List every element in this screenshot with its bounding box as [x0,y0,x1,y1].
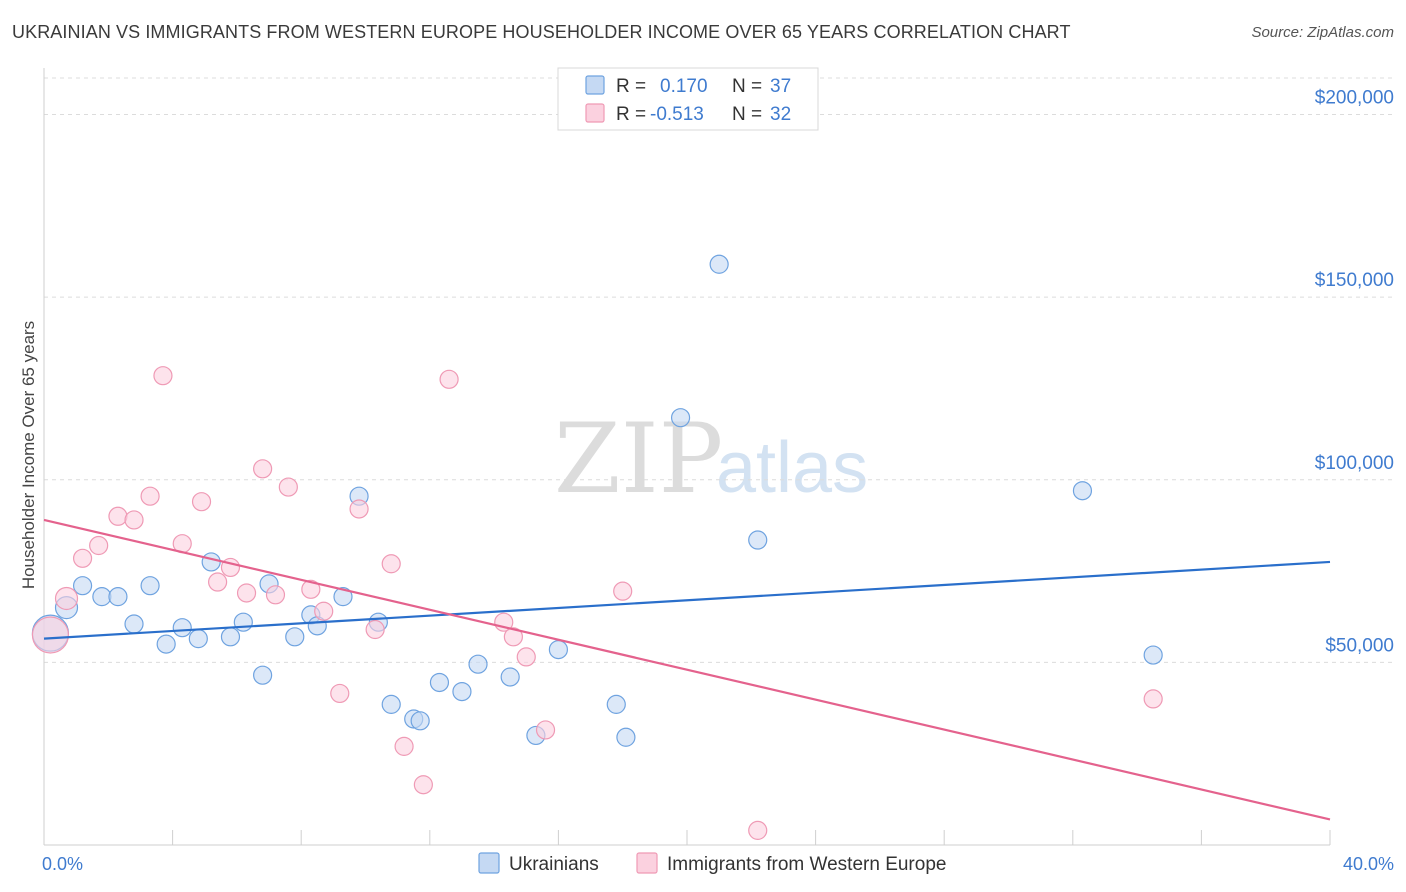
series-legend-swatch-western-europe [636,852,658,874]
point-ukrainians [233,612,253,632]
point-western-europe [413,775,433,795]
point-western-europe [278,477,298,497]
legend-r-label: R = [616,76,646,97]
data-points [31,254,1163,840]
point-western-europe [153,366,173,386]
point-western-europe [394,736,414,756]
point-western-europe [516,647,536,667]
point-western-europe [381,554,401,574]
x-axis-ticks [43,830,1331,845]
point-ukrainians [285,627,305,647]
point-ukrainians [140,576,160,596]
point-ukrainians [124,614,144,634]
point-western-europe [236,583,257,603]
point-western-europe [349,499,369,519]
point-ukrainians [381,694,401,714]
point-western-europe [365,619,385,640]
point-ukrainians [333,587,353,607]
point-ukrainians [1072,481,1093,501]
point-western-europe [31,616,70,654]
legend-n-label: N = [732,76,762,97]
point-western-europe [191,492,212,512]
point-ukrainians [156,634,176,654]
point-ukrainians [670,408,691,428]
point-western-europe [89,535,109,556]
point-western-europe [301,579,321,599]
legend-swatch-ukrainians [585,75,605,95]
point-western-europe [108,506,128,526]
y-axis-tick-labels: $50,000 $100,000 $150,000 $200,000 [1315,88,1394,657]
point-ukrainians [201,552,221,572]
watermark-zip: ZIP [554,403,723,515]
point-ukrainians [108,587,128,607]
y-tick-label: $200,000 [1315,88,1394,109]
point-ukrainians [429,672,450,693]
point-ukrainians [72,576,93,596]
legend-r-label: R = [616,104,646,125]
point-western-europe [54,586,79,611]
point-western-europe [72,548,93,568]
point-ukrainians [92,587,112,607]
legend-r-value: -0.513 [650,104,704,125]
point-western-europe [140,486,160,506]
point-western-europe [535,720,556,740]
point-western-europe [330,683,350,704]
trend-lines [43,518,1331,821]
point-western-europe [503,627,523,647]
point-western-europe [208,572,228,592]
series-legend-swatch-ukrainians [478,852,500,874]
series-legend-label-western-europe: Immigrants from Western Europe [667,854,946,875]
legend-n-value: 32 [770,104,791,125]
point-ukrainians [172,618,192,638]
y-tick-label: $100,000 [1315,453,1394,474]
point-ukrainians [616,727,636,747]
series-legend-label-ukrainians: Ukrainians [509,854,599,875]
chart-title: UKRAINIAN VS IMMIGRANTS FROM WESTERN EUR… [12,22,1071,42]
y-axis-label: Householder Income Over 65 years [19,321,38,589]
correlation-legend: R = 0.170 N = 37 R = -0.513 N = 32 [557,67,819,131]
y-tick-label: $50,000 [1325,635,1394,656]
point-ukrainians [188,629,208,649]
point-western-europe [439,369,459,389]
point-ukrainians [748,530,768,550]
legend-n-value: 37 [770,76,791,97]
grid-lines [44,77,1394,663]
legend-swatch-western-europe [585,103,605,123]
point-western-europe [1143,689,1163,709]
legend-n-label: N = [732,104,762,125]
point-western-europe [613,581,633,601]
trend-line-ukrainians [43,560,1331,640]
point-ukrainians [468,654,488,674]
trend-line-western-europe [43,518,1331,821]
point-ukrainians [452,681,472,702]
point-ukrainians [253,665,273,685]
watermark-atlas: atlas [716,428,868,508]
x-tick-label-min: 0.0% [42,854,83,874]
point-ukrainians [500,667,520,687]
x-tick-label-max: 40.0% [1343,854,1394,874]
point-ukrainians [606,694,626,714]
point-ukrainians [709,254,729,274]
chart-source: Source: ZipAtlas.com [1251,24,1394,41]
point-ukrainians [1143,645,1163,665]
point-western-europe [314,601,334,621]
series-legend: Ukrainians Immigrants from Western Europ… [478,852,946,875]
point-ukrainians [220,627,241,647]
point-western-europe [748,820,768,840]
point-western-europe [265,585,286,605]
point-western-europe [253,459,273,479]
point-ukrainians [410,711,430,731]
point-ukrainians [548,639,569,660]
point-western-europe [124,510,144,530]
legend-r-value: 0.170 [660,76,708,97]
y-tick-label: $150,000 [1315,270,1394,291]
